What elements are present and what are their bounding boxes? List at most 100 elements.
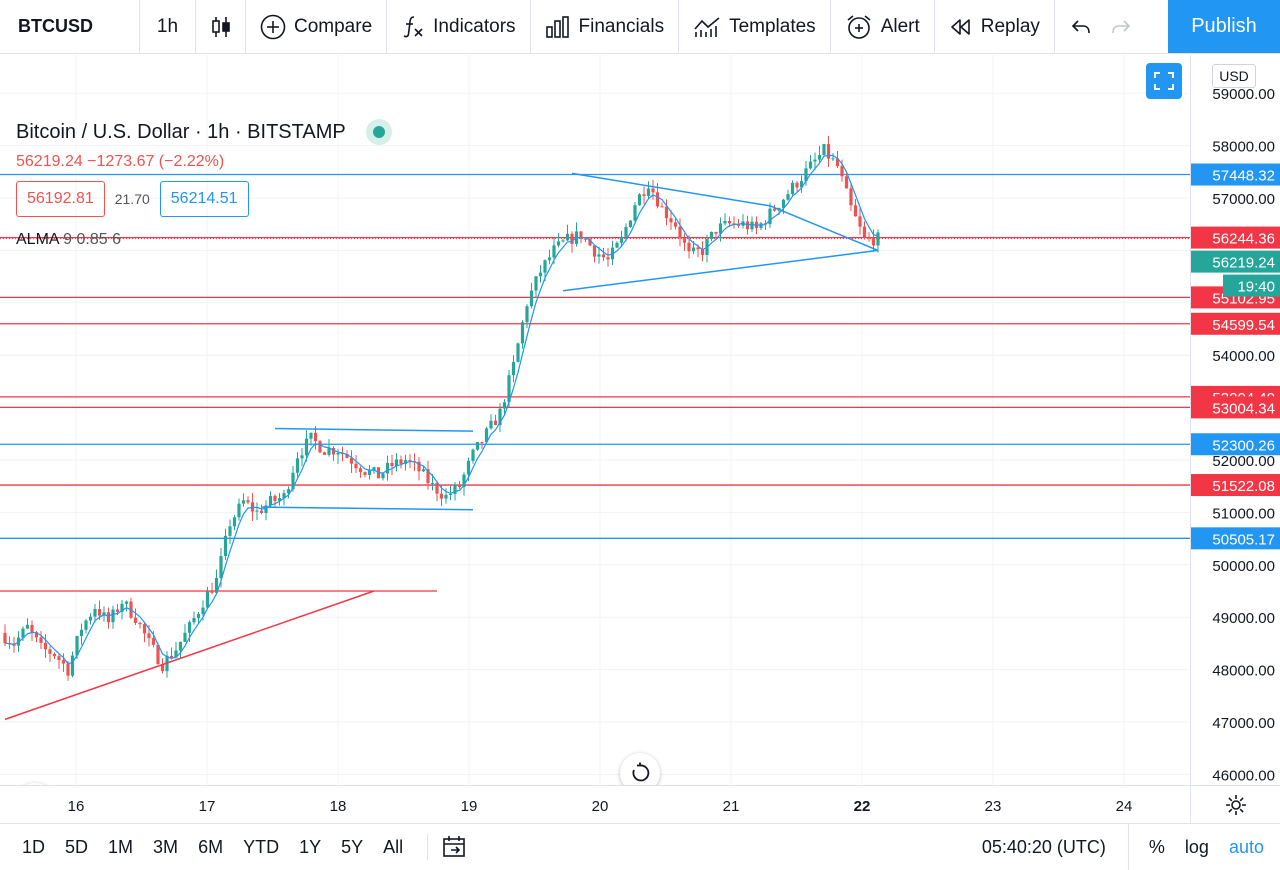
sell-button[interactable]: 56192.81 — [16, 181, 105, 217]
price-axis[interactable]: 46000.00 47000.00 48000.00 49000.00 50000.00… — [1190, 55, 1280, 785]
chart-pane[interactable]: Bitcoin / U.S. Dollar · 1h · BITSTAMP 56… — [0, 55, 1190, 785]
reset-chart-button[interactable] — [620, 753, 660, 785]
candle-body — [435, 482, 439, 494]
market-status-icon[interactable] — [365, 119, 392, 145]
candle-body — [196, 613, 201, 619]
compare-button[interactable]: Compare — [246, 0, 388, 53]
symbol-search-button[interactable]: BTCUSD — [0, 0, 140, 53]
buy-sell-panel: 56192.81 21.70 56214.51 — [16, 181, 392, 217]
candle-body — [385, 462, 390, 474]
candle-body — [534, 276, 538, 291]
candle-body — [687, 242, 691, 252]
candle-body — [381, 473, 385, 479]
candle-body — [871, 237, 876, 246]
candle-body — [597, 254, 601, 257]
indicator-legend-alma[interactable]: ALMA 9 0.85 6 — [16, 231, 392, 249]
trendline-drawings — [4, 172, 879, 721]
candle-body — [547, 257, 552, 261]
time-tick-label: 18 — [330, 798, 347, 815]
candle-body — [691, 247, 696, 252]
candle-body — [237, 503, 241, 518]
candle-body — [174, 650, 178, 658]
auto-scale-toggle[interactable]: auto — [1228, 836, 1264, 857]
symbol-label: BTCUSD — [18, 16, 93, 36]
price-tick-label: 54000.00 — [1212, 348, 1275, 365]
candle-body — [484, 428, 489, 443]
candle-body — [309, 432, 313, 439]
alert-button[interactable]: Alert — [831, 0, 935, 53]
candle-body — [97, 609, 102, 616]
range-3m[interactable]: 3M — [153, 836, 179, 857]
candle-body — [75, 636, 79, 656]
interval-button[interactable]: 1h — [140, 0, 196, 53]
candle-body — [529, 290, 534, 307]
candle-body — [453, 484, 457, 494]
undo-redo-group — [1055, 0, 1147, 53]
candle-body — [399, 459, 403, 464]
candle-body — [169, 655, 174, 658]
candle-body — [111, 609, 115, 623]
candle-body — [390, 462, 394, 467]
candle-body — [201, 607, 205, 614]
range-all[interactable]: All — [383, 836, 404, 857]
candle-body — [475, 442, 480, 450]
candle-body — [642, 194, 646, 197]
currency-button[interactable]: USD — [1212, 64, 1256, 88]
fullscreen-icon — [1154, 72, 1174, 90]
fullscreen-button[interactable] — [1146, 63, 1182, 99]
candle-body — [277, 498, 282, 501]
range-5d[interactable]: 5D — [65, 836, 89, 857]
candle-body — [480, 442, 484, 444]
go-to-date-icon[interactable] — [442, 835, 468, 859]
candle-body — [48, 649, 52, 654]
indicators-button[interactable]: Indicators — [387, 0, 531, 53]
percent-scale-toggle[interactable]: % — [1148, 836, 1165, 857]
time-tick-label: 19 — [461, 798, 478, 815]
log-scale-toggle[interactable]: log — [1184, 836, 1209, 857]
candle-body — [831, 158, 835, 160]
candle-body — [768, 208, 772, 225]
candle-body — [214, 577, 219, 593]
candle-body — [322, 452, 327, 455]
range-ytd[interactable]: YTD — [243, 836, 280, 857]
time-axis[interactable]: 16 17 18 19 20 21 22 23 24 — [0, 785, 1190, 823]
legend-title-row: Bitcoin / U.S. Dollar · 1h · BITSTAMP — [16, 119, 392, 145]
redo-icon[interactable] — [1110, 18, 1132, 36]
candle-body — [192, 618, 196, 623]
candle-body — [601, 254, 606, 258]
price-level-tag — [1191, 433, 1280, 456]
publish-button[interactable]: Publish — [1168, 0, 1280, 53]
buy-button[interactable]: 56214.51 — [159, 181, 249, 217]
range-1m[interactable]: 1M — [108, 836, 134, 857]
candle-body — [88, 616, 93, 621]
candle-body — [417, 461, 421, 472]
candle-body — [516, 343, 520, 362]
timezone-clock[interactable]: 05:40:20 (UTC) — [960, 824, 1129, 870]
templates-button[interactable]: Templates — [679, 0, 831, 53]
candle-body — [448, 493, 453, 495]
range-1y[interactable]: 1Y — [299, 836, 322, 857]
candle-body — [228, 526, 232, 536]
range-6m[interactable]: 6M — [198, 836, 224, 857]
candle-body — [844, 176, 849, 189]
symbol-description: Bitcoin / U.S. Dollar · 1h · BITSTAMP — [16, 120, 346, 143]
candle-body — [70, 655, 75, 676]
candle-body — [696, 247, 700, 250]
financials-button[interactable]: Financials — [531, 0, 680, 53]
candle-body — [862, 226, 867, 238]
replay-button[interactable]: Replay — [935, 0, 1055, 53]
candle-body — [57, 656, 61, 661]
candle-body — [3, 632, 7, 644]
candle-body — [430, 482, 435, 484]
tradingview-logo[interactable] — [12, 783, 58, 785]
chart-legend: Bitcoin / U.S. Dollar · 1h · BITSTAMP 56… — [16, 119, 392, 249]
candle-body — [358, 468, 363, 473]
chart-type-button[interactable] — [196, 0, 246, 53]
undo-icon[interactable] — [1070, 18, 1092, 36]
candlestick-chart[interactable] — [0, 55, 1190, 785]
range-5y[interactable]: 5Y — [341, 836, 364, 857]
range-1d[interactable]: 1D — [22, 836, 46, 857]
chart-settings-button[interactable] — [1190, 785, 1280, 823]
price-level-tag — [1191, 527, 1280, 550]
candle-body — [525, 306, 529, 323]
